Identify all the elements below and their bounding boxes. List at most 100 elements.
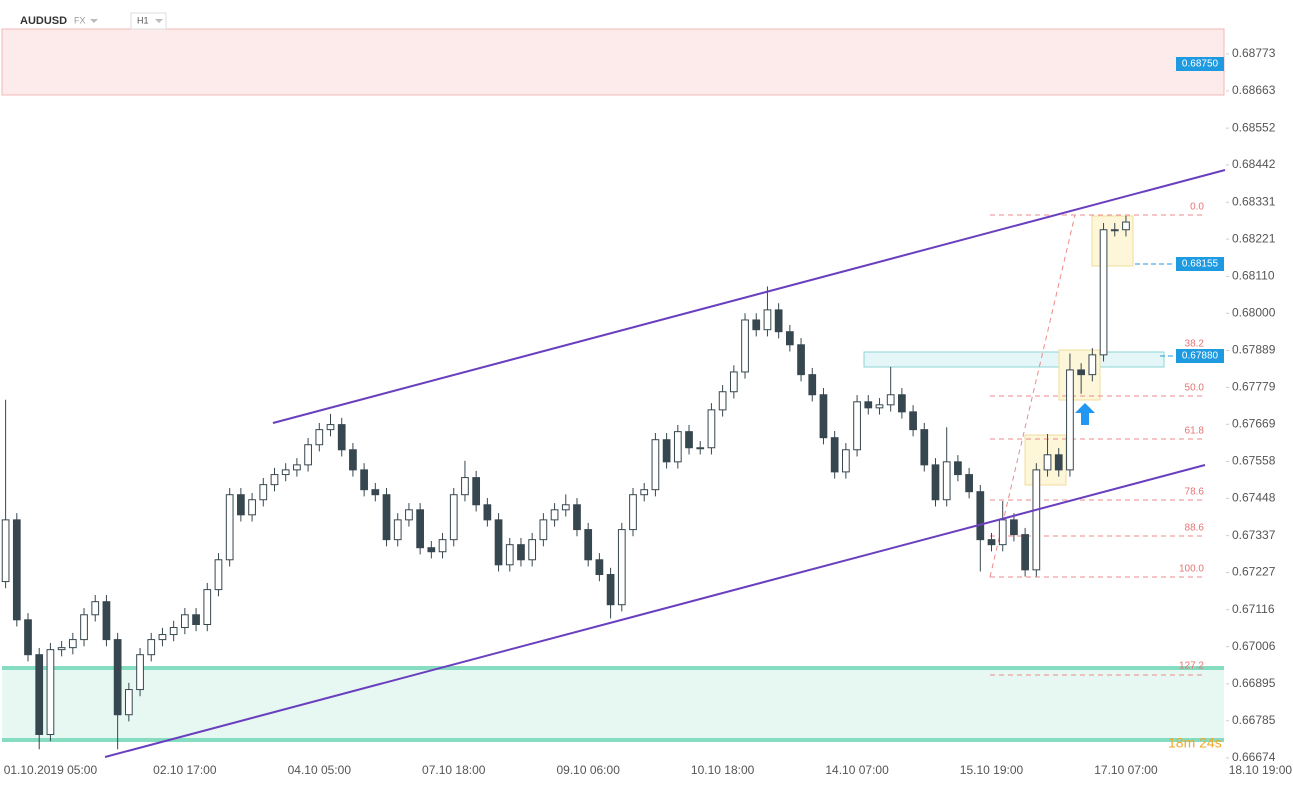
dropdown-arrow[interactable] bbox=[90, 19, 98, 23]
candle-body bbox=[315, 429, 324, 446]
candle-body bbox=[270, 474, 279, 486]
candle-body bbox=[494, 519, 503, 566]
candle-body bbox=[169, 627, 178, 636]
candle-body bbox=[371, 489, 380, 496]
candle-body bbox=[763, 309, 772, 331]
candle-body bbox=[35, 654, 44, 736]
candle-body bbox=[752, 319, 761, 331]
candle-body bbox=[965, 474, 973, 493]
candle-body bbox=[1032, 469, 1041, 571]
trend-line bbox=[104, 464, 1206, 758]
candle-body bbox=[651, 439, 660, 491]
x-tick-label: 09.10 06:00 bbox=[556, 763, 620, 777]
candle-body bbox=[707, 409, 716, 449]
x-tick-label: 15.10 19:00 bbox=[960, 763, 1024, 777]
y-tick-label: 0.67889 bbox=[1232, 343, 1276, 357]
x-tick-label: 02.10 17:00 bbox=[153, 763, 217, 777]
level-zone bbox=[863, 351, 1165, 368]
candle-body bbox=[1110, 229, 1119, 232]
y-tick-label: 0.67006 bbox=[1232, 639, 1276, 653]
candle-body bbox=[472, 477, 481, 506]
fib-label: 88.6 bbox=[1185, 523, 1205, 534]
dropdown-arrow[interactable] bbox=[155, 19, 163, 23]
y-tick-label: 0.66785 bbox=[1232, 713, 1276, 727]
candle-body bbox=[360, 469, 368, 491]
candle-body bbox=[797, 344, 805, 376]
candle-body bbox=[595, 559, 604, 576]
candle-body bbox=[91, 601, 100, 616]
symbol[interactable]: AUDUSD bbox=[20, 15, 67, 27]
candle-body bbox=[1099, 229, 1108, 356]
trend-line bbox=[272, 169, 1226, 424]
price-tag-label: 0.68750 bbox=[1182, 59, 1219, 70]
candle-body bbox=[942, 461, 951, 501]
candle-body bbox=[1077, 369, 1086, 376]
fib-label: 38.2 bbox=[1185, 339, 1205, 350]
candle-body bbox=[875, 404, 884, 409]
fib-label: 127.2 bbox=[1179, 661, 1204, 672]
y-tick-label: 0.67779 bbox=[1232, 380, 1276, 394]
candle-body bbox=[685, 431, 693, 449]
candle-body bbox=[573, 504, 581, 531]
x-tick-label: 18.10 19:00 bbox=[1229, 763, 1293, 777]
candle-body bbox=[640, 489, 649, 496]
price-tag bbox=[1176, 57, 1224, 71]
timeframe-box[interactable] bbox=[130, 12, 167, 30]
y-tick-label: 0.66674 bbox=[1232, 750, 1276, 764]
candle-body bbox=[1043, 454, 1052, 471]
candle-body bbox=[987, 539, 996, 546]
candle-body bbox=[673, 431, 682, 463]
y-tick-label: 0.68110 bbox=[1232, 269, 1275, 283]
x-tick-label: 10.10 18:00 bbox=[691, 763, 755, 777]
price-tag-label: 0.67880 bbox=[1182, 351, 1219, 362]
y-tick-label: 0.67337 bbox=[1232, 528, 1276, 542]
candle-body bbox=[225, 494, 234, 561]
y-tick-label: 0.68663 bbox=[1232, 83, 1276, 97]
candle-body bbox=[192, 614, 200, 626]
candle-body bbox=[147, 639, 156, 656]
candle-body bbox=[606, 574, 615, 606]
candle-body bbox=[1066, 369, 1074, 471]
candle-body bbox=[561, 504, 570, 511]
candle-body bbox=[281, 469, 290, 476]
y-tick-label: 0.68773 bbox=[1232, 46, 1276, 60]
candle-body bbox=[1021, 534, 1029, 571]
timeframe[interactable]: H1 bbox=[137, 15, 149, 25]
candle-body bbox=[237, 494, 245, 516]
candle-body bbox=[382, 494, 391, 541]
candle-body bbox=[662, 439, 671, 463]
candle-body bbox=[248, 499, 256, 516]
fib-label: 0.0 bbox=[1190, 202, 1204, 213]
candle-body bbox=[819, 394, 828, 439]
candle-body bbox=[483, 504, 492, 521]
y-tick-label: 0.67227 bbox=[1232, 565, 1276, 579]
candle-body bbox=[427, 547, 436, 553]
fib-label: 50.0 bbox=[1185, 383, 1205, 394]
candle-body bbox=[57, 647, 66, 651]
fib-label: 61.8 bbox=[1185, 426, 1205, 437]
y-tick-label: 0.68221 bbox=[1232, 231, 1276, 245]
candle-body bbox=[12, 519, 21, 621]
fib-levels bbox=[989, 214, 1206, 676]
y-tick-label: 0.68000 bbox=[1232, 305, 1276, 319]
candle-body bbox=[337, 424, 346, 451]
candle-body bbox=[449, 494, 458, 541]
y-tick-label: 0.68331 bbox=[1232, 194, 1276, 208]
candle-body bbox=[718, 391, 727, 411]
candle-body bbox=[416, 509, 424, 549]
candle-body bbox=[976, 491, 985, 541]
candle-body bbox=[517, 544, 525, 561]
y-tick-label: 0.67448 bbox=[1232, 491, 1276, 505]
y-tick-label: 0.67669 bbox=[1232, 416, 1276, 430]
candle-body bbox=[898, 394, 906, 413]
candle-body bbox=[550, 509, 559, 521]
candle-body bbox=[1, 519, 10, 583]
resistance-zone bbox=[1, 28, 1225, 96]
candle-body bbox=[438, 539, 447, 553]
candle-body bbox=[102, 601, 111, 641]
candle-body bbox=[461, 477, 469, 496]
y-tick-label: 0.66895 bbox=[1232, 676, 1276, 690]
candle-body bbox=[393, 519, 402, 541]
candle-body bbox=[68, 639, 77, 649]
